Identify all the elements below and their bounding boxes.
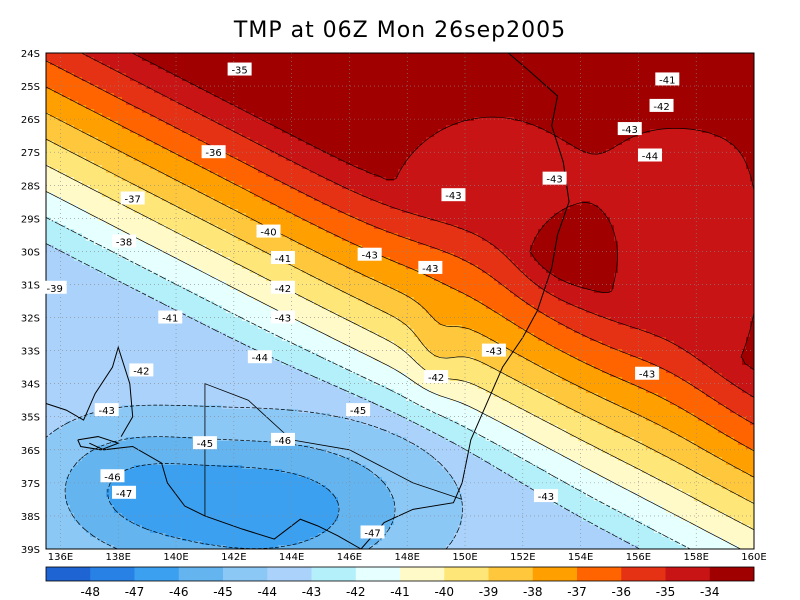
contour-label: -41	[270, 251, 295, 265]
contour-label: -43	[94, 403, 119, 417]
colorbar-tick: -46	[169, 585, 189, 599]
contour-label: -43	[635, 366, 660, 381]
y-tick-label: 30S	[21, 247, 40, 258]
y-tick-label: 36S	[21, 446, 40, 457]
x-tick-label: 158E	[684, 552, 709, 563]
contour-label: -36	[201, 145, 226, 159]
colorbar-tick: -41	[390, 585, 410, 599]
y-tick-label: 24S	[21, 49, 40, 60]
contour-label: -47	[112, 485, 137, 500]
contour-label: -39	[42, 280, 67, 295]
y-tick-label: 39S	[21, 545, 40, 556]
y-tick-label: 27S	[21, 148, 40, 159]
contour-label: -38	[112, 234, 137, 248]
y-tick-label: 29S	[21, 214, 40, 225]
y-tick-label: 33S	[21, 347, 40, 358]
contour-label: -47	[360, 525, 385, 539]
colorbar-swatch	[665, 567, 711, 581]
colorbar-swatch	[709, 567, 755, 581]
colorbar-swatch	[355, 567, 401, 581]
colorbar-tick: -38	[523, 585, 543, 599]
contour-label: -46	[270, 432, 295, 447]
contour-label: -43	[357, 247, 382, 262]
contour-label: -43	[542, 171, 567, 186]
y-tick-label: 26S	[21, 115, 40, 126]
x-tick-label: 148E	[395, 552, 420, 563]
colorbar-tick: -45	[213, 585, 233, 599]
colorbar-swatch	[46, 567, 91, 581]
contour-label: -35	[227, 62, 252, 77]
contour-label: -43	[441, 188, 466, 202]
contour-label: -44	[637, 148, 662, 163]
colorbar-tick: -35	[656, 585, 676, 599]
x-tick-label: 144E	[279, 552, 304, 563]
colorbar-tick: -36	[611, 585, 631, 599]
x-tick-label: 152E	[510, 552, 535, 563]
x-tick-label: 136E	[48, 552, 73, 563]
colorbar-tick: -34	[700, 585, 720, 599]
contour-labels: -35 -36 -37 -38 -39 -40 -41 -42 -43 -44 -45 -46 -45 -…	[42, 62, 680, 539]
colorbar-swatch	[311, 567, 357, 581]
y-tick-label: 37S	[21, 479, 40, 490]
x-tick-label: 154E	[568, 552, 593, 563]
colorbar-tick: -44	[257, 585, 277, 599]
contour-label: -37	[120, 191, 145, 205]
contour-label: -44	[247, 350, 272, 364]
colorbar-swatch	[532, 567, 578, 581]
contour-label: -41	[158, 310, 183, 325]
x-tick-label: 160E	[741, 552, 766, 563]
y-tick-label: 31S	[21, 280, 40, 291]
colorbar-swatch	[134, 567, 180, 581]
colorbar-swatch	[223, 567, 268, 581]
contour-label: -42	[649, 98, 674, 113]
temperature-field	[46, 53, 755, 550]
colorbar-tick: -37	[567, 585, 587, 599]
contour-label: -41	[655, 72, 680, 86]
x-tick-label: 156E	[626, 552, 651, 563]
colorbar-swatch	[90, 567, 135, 581]
contour-label: -43	[533, 489, 558, 503]
y-tick-label: 28S	[21, 181, 40, 192]
y-tick-label: 35S	[21, 413, 40, 424]
y-tick-label: 34S	[21, 380, 40, 391]
y-tick-label: 38S	[21, 512, 40, 523]
plot-frame	[45, 52, 755, 550]
x-tick-label: 150E	[452, 552, 477, 563]
y-tick-label: 32S	[21, 314, 40, 325]
colorbar-swatch	[577, 567, 622, 581]
colorbar-swatch	[488, 567, 534, 581]
colorbar-tick: -40	[434, 585, 454, 599]
colorbar-swatch	[621, 567, 666, 581]
grid-lines	[46, 52, 755, 550]
x-tick-label: 140E	[163, 552, 188, 563]
contour-label: -43	[418, 260, 443, 275]
contour-label: -45	[192, 436, 217, 450]
contour-label: -43	[617, 122, 642, 136]
x-tick-label: 138E	[106, 552, 131, 563]
x-tick-label: 146E	[337, 552, 362, 563]
map-title: TMP at 06Z Mon 26sep2005	[0, 18, 800, 43]
contour-label: -42	[270, 280, 295, 295]
colorbar-tick: -43	[302, 585, 322, 599]
x-tick-label: 142E	[221, 552, 246, 563]
colorbar-tick: -39	[479, 585, 499, 599]
contour-label: -43	[481, 343, 506, 358]
colorbar-swatch	[267, 567, 312, 581]
colorbar-swatch	[400, 567, 445, 581]
contour-label: -42	[424, 370, 449, 384]
axis-labels: 136E 138E 140E 142E 144E 146E 148E 150E 152E 154E…	[21, 49, 767, 563]
colorbar-tick: -48	[80, 585, 100, 599]
colorbar-swatch	[178, 567, 224, 581]
colorbar-tick: -42	[346, 585, 366, 599]
colorbar: -48 -47 -46 -45 -44 -43 -42 -41 -40 -39 -38 -37 -36 -…	[45, 566, 755, 599]
contour-label: -43	[270, 310, 295, 325]
contour-label: -46	[100, 469, 125, 483]
colorbar-swatch	[444, 567, 489, 581]
contour-label: -40	[256, 224, 281, 239]
colorbar-tick: -47	[125, 585, 145, 599]
contour-label: -42	[129, 363, 154, 377]
y-tick-label: 25S	[21, 82, 40, 93]
contour-label: -45	[346, 403, 371, 417]
